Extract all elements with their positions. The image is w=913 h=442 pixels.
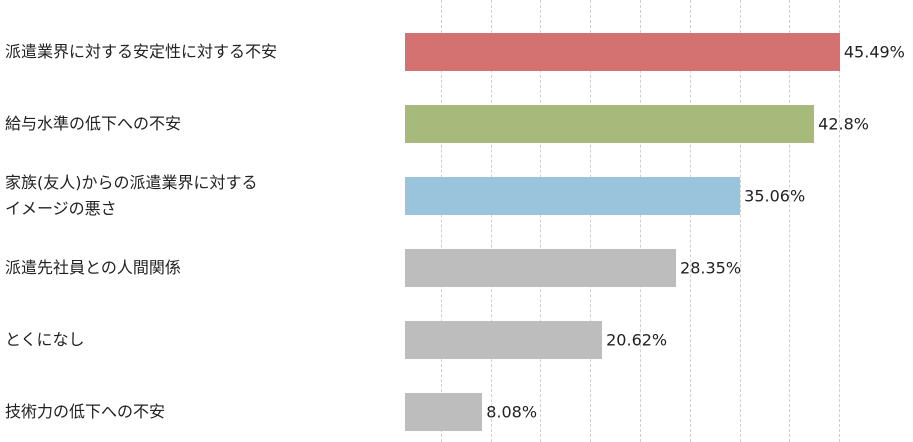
category-label: 派遣業界に対する安定性に対する不安 [5,42,278,61]
category-label: 家族(友人)からの派遣業界に対する イメージの悪さ [5,173,258,218]
bar [405,321,603,359]
category-label: とくになし [5,330,85,349]
value-label: 8.08% [486,402,538,422]
bar [405,105,815,143]
grid-line [540,0,541,442]
grid-line [640,0,641,442]
grid-line [590,0,591,442]
value-label: 45.49% [843,42,905,62]
bar [405,393,483,431]
category-label: 派遣先社員との人間関係 [5,258,181,277]
category-label: 技術力の低下への不安 [5,402,166,421]
grid-line [789,0,790,442]
grid-line [690,0,691,442]
bar [405,249,677,287]
value-label: 35.06% [744,186,806,206]
grid-line [740,0,741,442]
bar [405,33,840,71]
value-label: 42.8% [818,114,869,134]
value-label: 20.62% [606,330,668,350]
grid-line [441,0,442,442]
bar [405,177,741,215]
grid-line [491,0,492,442]
value-label: 28.35% [680,258,742,278]
category-label: 給与水準の低下への不安 [5,114,182,133]
grid-line [839,0,840,442]
